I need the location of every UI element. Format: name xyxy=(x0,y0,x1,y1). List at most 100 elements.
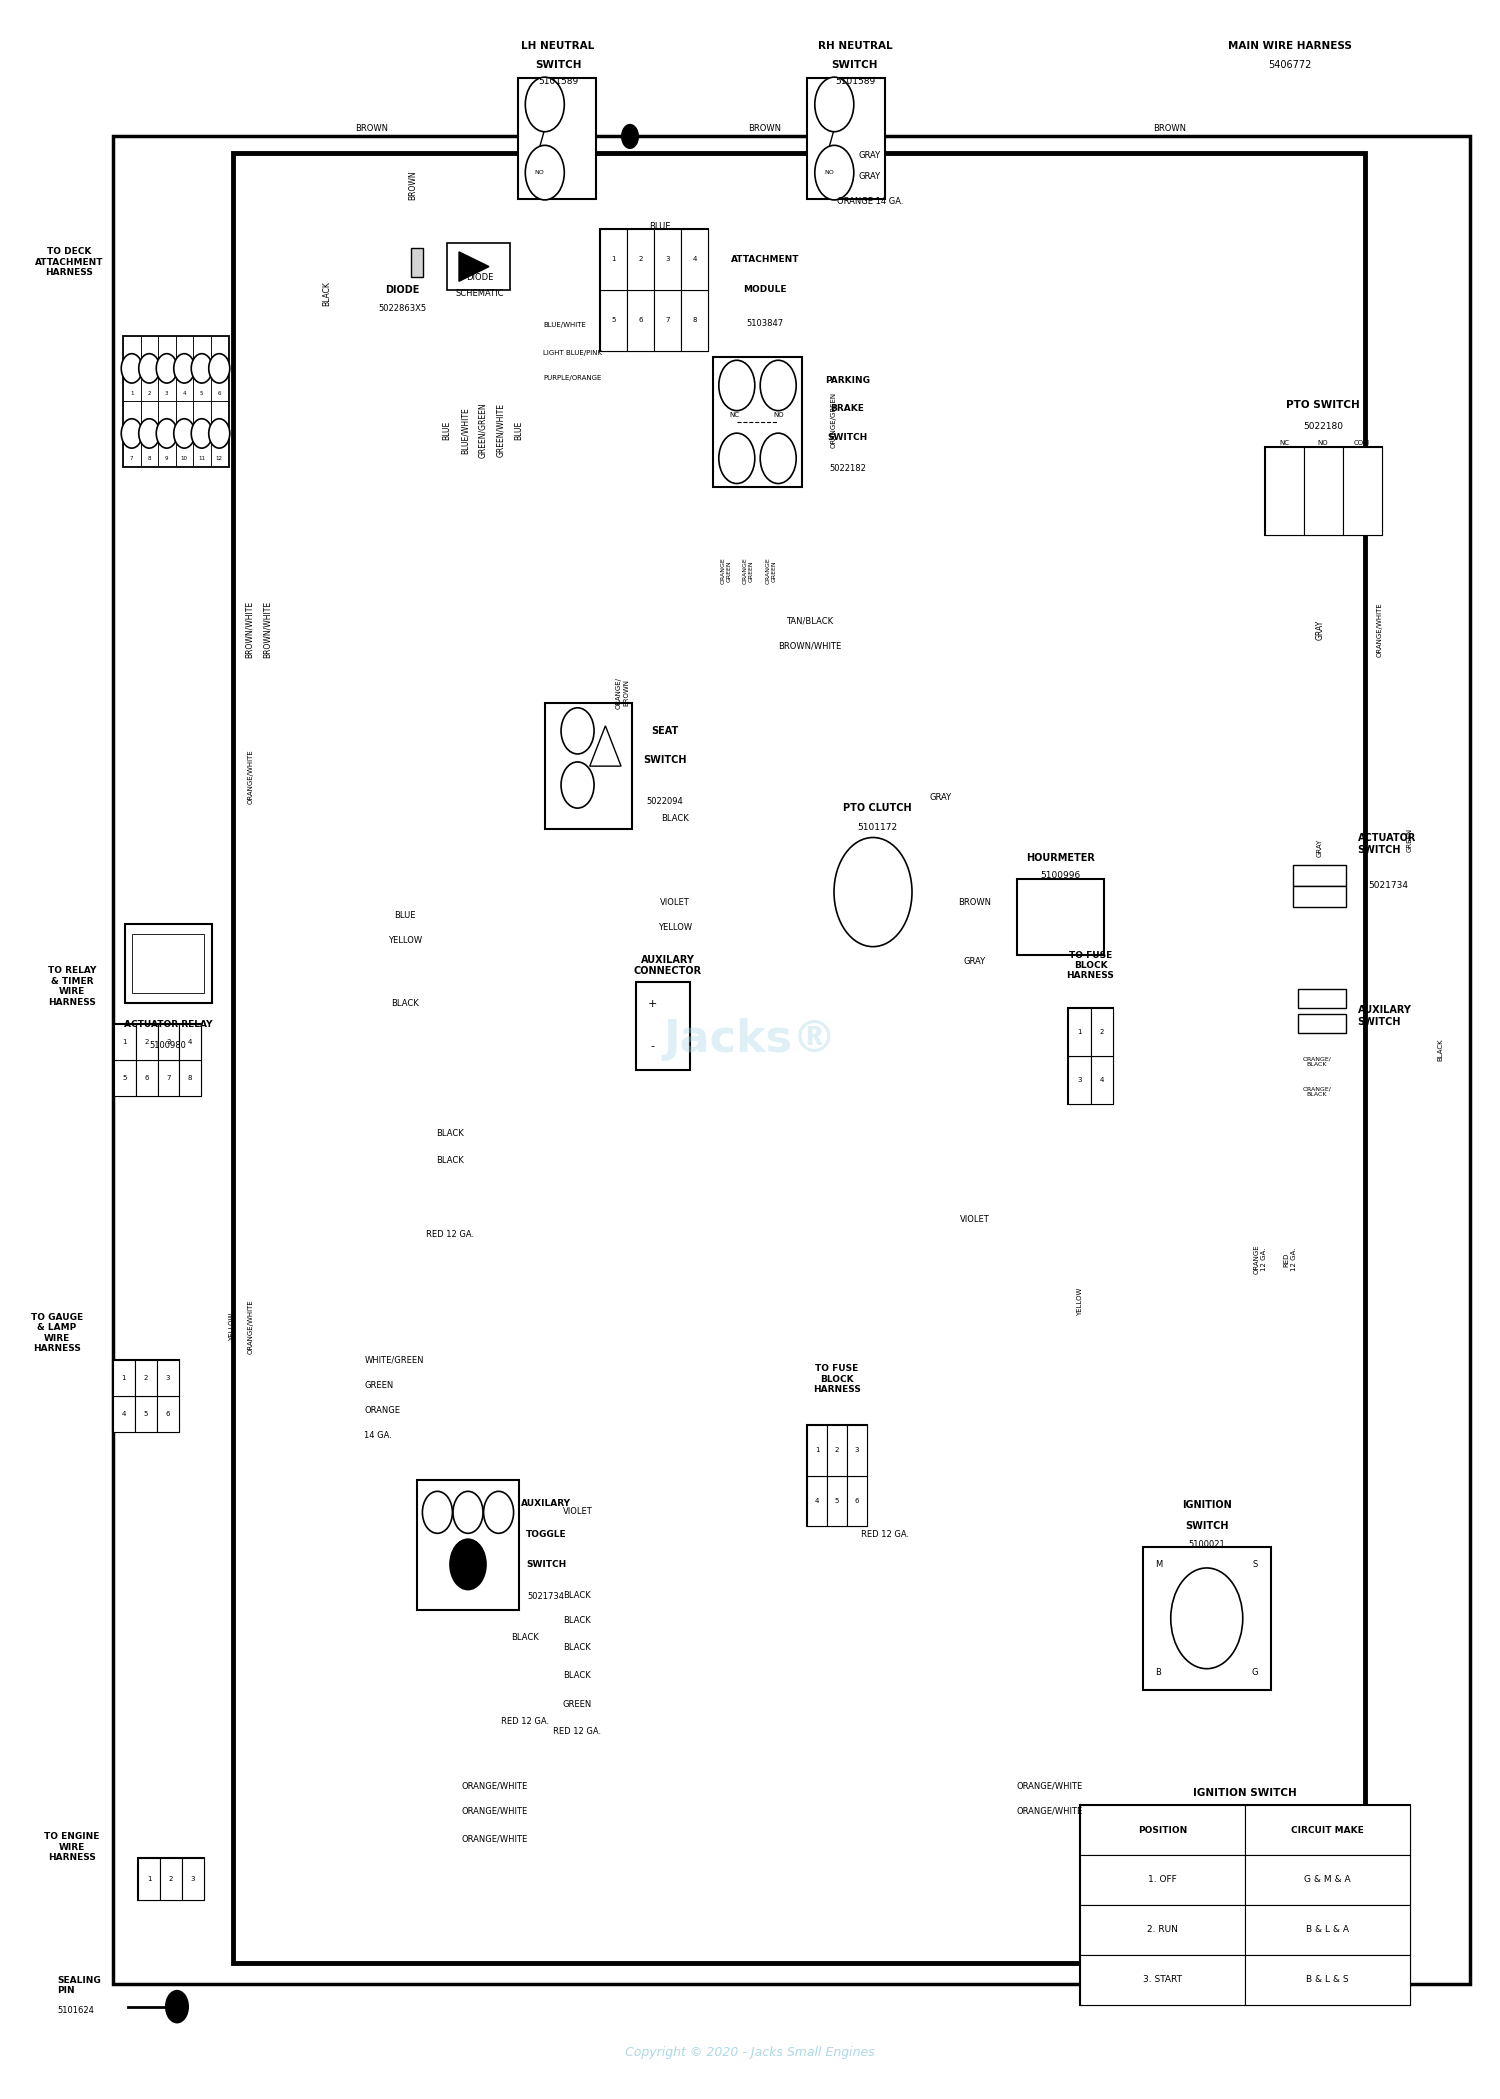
Text: YELLOW: YELLOW xyxy=(658,924,692,932)
Bar xyxy=(1068,1008,1113,1104)
Circle shape xyxy=(122,420,142,449)
Text: 7: 7 xyxy=(166,1075,171,1081)
Bar xyxy=(1080,1954,1245,2005)
Bar xyxy=(124,924,211,1003)
Text: MODULE: MODULE xyxy=(744,285,786,294)
Text: 3. START: 3. START xyxy=(1143,1975,1182,1984)
Text: ORANGE/
BLACK: ORANGE/ BLACK xyxy=(1302,1085,1332,1098)
Text: SEALING
PIN: SEALING PIN xyxy=(57,1975,100,1996)
Text: 2: 2 xyxy=(147,390,152,395)
Text: 2: 2 xyxy=(170,1877,172,1881)
Bar xyxy=(600,229,708,351)
Text: NC: NC xyxy=(729,411,740,418)
Text: GREEN/GREEN: GREEN/GREEN xyxy=(478,403,488,458)
Circle shape xyxy=(760,432,796,483)
Text: 4: 4 xyxy=(183,390,186,395)
Text: G & M & A: G & M & A xyxy=(1304,1874,1352,1885)
Text: BLACK: BLACK xyxy=(392,999,418,1008)
Text: GRAY: GRAY xyxy=(859,151,880,160)
Circle shape xyxy=(192,420,213,449)
Text: 1: 1 xyxy=(123,1039,128,1045)
Bar xyxy=(1090,1008,1113,1056)
Text: ORANGE
GREEN: ORANGE GREEN xyxy=(720,558,732,584)
Bar xyxy=(176,401,194,466)
Text: ORANGE: ORANGE xyxy=(364,1406,400,1415)
Bar xyxy=(447,243,510,290)
Text: ORANGE/WHITE: ORANGE/WHITE xyxy=(462,1782,528,1790)
Text: LH NEUTRAL: LH NEUTRAL xyxy=(522,42,594,50)
Text: ORANGE
GREEN: ORANGE GREEN xyxy=(742,558,754,584)
Bar xyxy=(210,336,228,401)
Text: SEAT: SEAT xyxy=(651,726,678,737)
Bar xyxy=(1080,1856,1245,1906)
Text: TO RELAY
& TIMER
WIRE
HARNESS: TO RELAY & TIMER WIRE HARNESS xyxy=(48,966,96,1008)
Text: TO FUSE
BLOCK
HARNESS: TO FUSE BLOCK HARNESS xyxy=(813,1364,861,1394)
Text: B & L & A: B & L & A xyxy=(1306,1925,1348,1935)
Bar xyxy=(194,336,210,401)
Bar xyxy=(160,1858,182,1900)
Text: 3: 3 xyxy=(165,1375,170,1381)
Bar xyxy=(544,703,632,829)
Text: SWITCH: SWITCH xyxy=(828,432,867,443)
Text: 4: 4 xyxy=(188,1039,192,1045)
Circle shape xyxy=(122,353,142,382)
Bar xyxy=(210,401,228,466)
Text: 2: 2 xyxy=(836,1448,839,1453)
Text: IGNITION SWITCH: IGNITION SWITCH xyxy=(1192,1788,1298,1797)
Bar xyxy=(807,78,885,199)
Bar xyxy=(1143,1547,1270,1690)
Polygon shape xyxy=(459,252,489,281)
Circle shape xyxy=(209,353,230,382)
Text: ORANGE/WHITE: ORANGE/WHITE xyxy=(462,1835,528,1843)
Text: SWITCH: SWITCH xyxy=(526,1560,566,1568)
Bar xyxy=(138,1858,160,1900)
Text: BLUE/WHITE: BLUE/WHITE xyxy=(543,323,586,327)
Text: MAIN WIRE HARNESS: MAIN WIRE HARNESS xyxy=(1228,42,1352,50)
Circle shape xyxy=(138,353,159,382)
Bar xyxy=(847,1425,867,1476)
Bar xyxy=(807,1425,867,1526)
Text: SCHEMATIC: SCHEMATIC xyxy=(456,290,504,298)
Text: 5: 5 xyxy=(612,317,615,323)
Text: BROWN: BROWN xyxy=(356,124,388,132)
Bar xyxy=(135,1396,156,1432)
Text: BLACK: BLACK xyxy=(512,1633,538,1641)
Bar xyxy=(123,336,228,466)
Text: YELLOW: YELLOW xyxy=(230,1312,236,1341)
Text: BLACK: BLACK xyxy=(436,1157,463,1165)
Bar xyxy=(1080,1805,1410,2005)
Text: TAN/BLACK: TAN/BLACK xyxy=(786,617,834,626)
Bar xyxy=(1298,989,1346,1008)
Text: TO GAUGE
& LAMP
WIRE
HARNESS: TO GAUGE & LAMP WIRE HARNESS xyxy=(32,1312,83,1354)
Text: ORANGE
12 GA.: ORANGE 12 GA. xyxy=(1254,1245,1266,1274)
Text: BROWN/WHITE: BROWN/WHITE xyxy=(244,600,254,659)
Text: 5101172: 5101172 xyxy=(858,823,897,831)
Text: 5101589: 5101589 xyxy=(538,78,578,86)
Text: ORANGE/
BLACK: ORANGE/ BLACK xyxy=(1302,1056,1332,1068)
Bar xyxy=(636,982,690,1070)
Text: 7: 7 xyxy=(666,317,669,323)
Text: YELLOW: YELLOW xyxy=(1077,1287,1083,1316)
Bar xyxy=(600,229,627,290)
Bar xyxy=(627,229,654,290)
Text: Copyright © 2020 - Jacks Small Engines: Copyright © 2020 - Jacks Small Engines xyxy=(626,2047,874,2059)
Text: NO: NO xyxy=(534,170,544,174)
Text: GREEN: GREEN xyxy=(562,1700,592,1709)
Bar xyxy=(827,1476,848,1526)
Circle shape xyxy=(815,145,854,199)
Text: 5: 5 xyxy=(200,390,204,395)
Text: 1: 1 xyxy=(815,1448,819,1453)
Text: 6: 6 xyxy=(165,1411,170,1417)
Text: 6: 6 xyxy=(855,1499,859,1503)
Bar xyxy=(807,1476,826,1526)
Circle shape xyxy=(156,420,177,449)
Text: BROWN/WHITE: BROWN/WHITE xyxy=(778,642,842,651)
Text: BLACK: BLACK xyxy=(322,281,332,306)
Text: 2: 2 xyxy=(1100,1029,1104,1035)
Text: BROWN/WHITE: BROWN/WHITE xyxy=(262,600,272,659)
Text: 2: 2 xyxy=(639,256,642,262)
Bar xyxy=(112,136,1470,1984)
Text: 1: 1 xyxy=(1077,1029,1082,1035)
Bar xyxy=(112,1396,135,1432)
Circle shape xyxy=(718,432,754,483)
